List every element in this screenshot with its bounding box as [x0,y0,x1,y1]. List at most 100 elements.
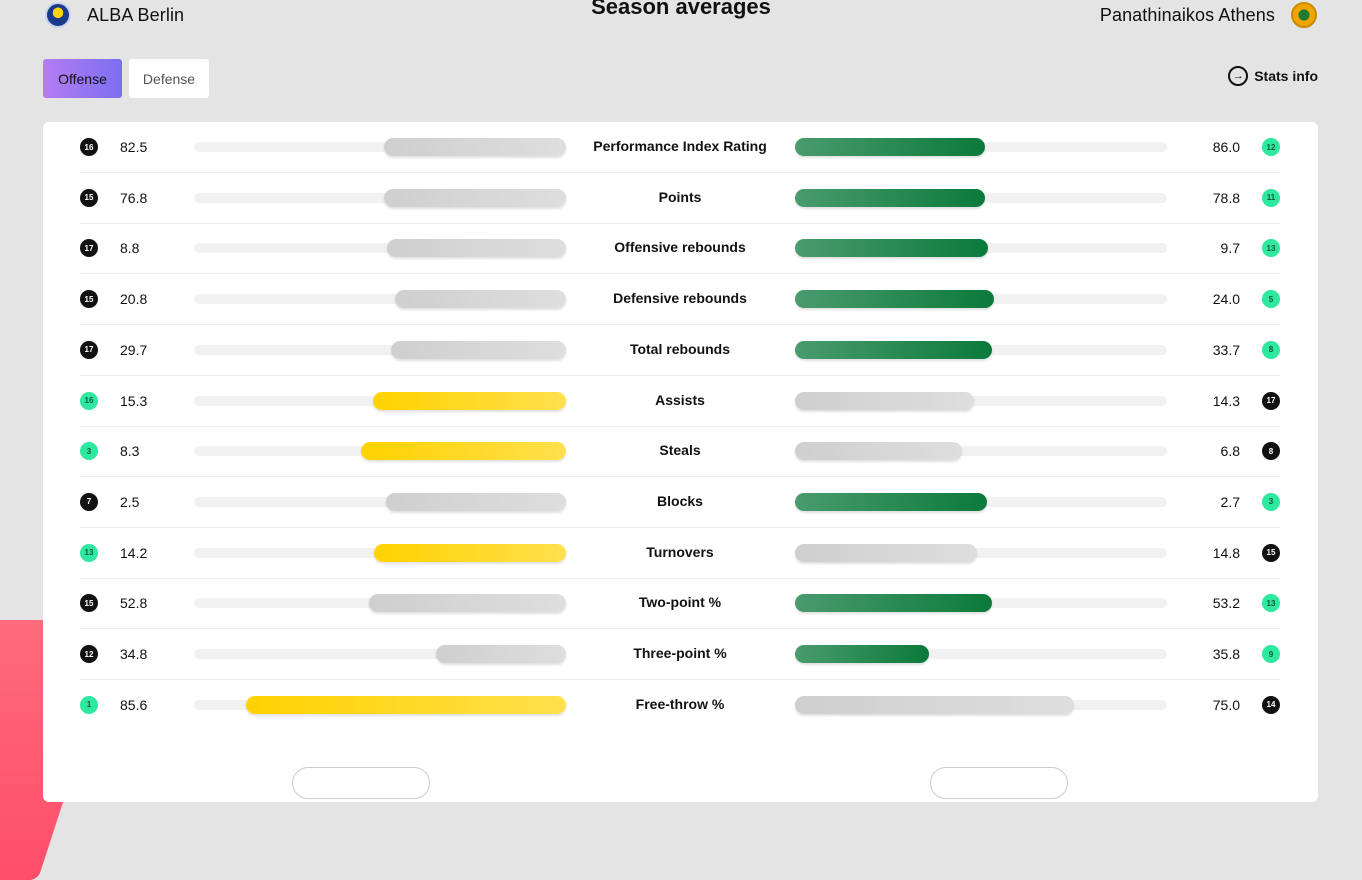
home-bar-fill [372,391,566,410]
home-team[interactable]: ALBA Berlin [45,2,184,28]
home-rank-badge: 16 [80,391,98,410]
away-bar-track [795,492,1167,511]
home-bar-track [194,594,566,613]
away-bar-fill [795,492,987,511]
stat-row: 16 15.3 Assists 14.3 17 [80,376,1280,427]
away-stat-value: 2.7 [1220,493,1240,510]
home-bar-track [194,188,566,207]
home-bar-track [194,492,566,511]
home-rank-badge: 12 [80,645,98,663]
away-rank-badge: 8 [1262,442,1280,461]
away-bar-fill [795,442,963,461]
home-stat-value: 2.5 [120,493,140,510]
away-stat-value: 75.0 [1212,696,1240,713]
stat-label: Two-point % [638,594,722,611]
home-bar-track [194,290,566,309]
stats-comparison-card: 16 82.5 Performance Index Rating 86.0 12 15 7 6… [43,122,1318,802]
home-bar-track [194,340,566,359]
away-stat-value: 78.8 [1212,189,1240,206]
stat-label: Free-throw % [635,695,725,712]
home-bar-track [194,645,566,663]
stat-label: Total rebounds [629,340,731,357]
away-bar-fill [795,340,993,359]
home-rank-badge: 15 [80,188,98,207]
away-bar-track [795,391,1167,410]
away-rank-badge: 14 [1262,695,1280,714]
stat-row: 7 2.5 Blocks 2.7 3 [80,477,1280,528]
home-stat-value: 14.2 [120,544,148,561]
stat-row: 13 14.2 Turnovers 14.8 15 [80,528,1280,579]
home-bar-fill [383,188,566,207]
away-stat-value: 6.8 [1220,443,1240,460]
away-bar-track [795,442,1167,461]
stat-label: Blocks [657,492,703,509]
home-rank-badge: 3 [80,442,98,461]
home-rank-badge: 15 [80,594,98,613]
away-rank-badge: 11 [1262,188,1280,207]
away-bar-fill [795,594,993,613]
away-bar-fill [795,239,989,258]
stats-info-link[interactable]: → Stats info [1228,66,1318,86]
away-bar-track [795,645,1167,663]
stats-info-label: Stats info [1254,68,1318,84]
home-bar-fill [361,442,566,461]
stat-row: 17 29.7 Total rebounds 33.7 8 [80,325,1280,376]
stat-row: 17 8.8 Offensive rebounds 9.7 13 [80,223,1280,275]
away-bar-fill [795,391,974,410]
bottom-button-left[interactable] [292,767,430,799]
home-bar-track [194,543,566,562]
stat-row: 1 85.6 Free-throw % 75.0 14 [80,680,1280,730]
home-bar-fill [385,492,566,511]
stat-row: 3 8.3 Steals 6.8 8 [80,426,1280,478]
away-bar-track [795,239,1167,258]
away-rank-badge: 5 [1262,290,1280,309]
away-rank-badge: 9 [1262,645,1280,663]
stat-tabs: Offense Defense [43,59,209,98]
home-bar-fill [391,340,566,359]
away-stat-value: 35.8 [1212,646,1240,662]
page-title: Season averages [591,0,771,19]
away-bar-track [795,340,1167,359]
home-bar-fill [394,290,566,309]
alba-berlin-logo-icon [45,2,71,28]
away-stat-value: 14.3 [1212,392,1240,409]
home-stat-value: 34.8 [120,646,148,662]
home-stat-value: 82.5 [120,139,148,155]
away-team-name: Panathinaikos Athens [1099,4,1275,25]
away-stat-value: 33.7 [1212,341,1240,358]
home-bar-fill [246,695,566,714]
away-stat-value: 14.8 [1212,544,1240,561]
stat-row: 15 20.8 Defensive rebounds 24.0 5 [80,274,1280,326]
away-stat-value: 9.7 [1220,240,1240,257]
bottom-button-right[interactable] [930,767,1068,799]
away-stat-value: 53.2 [1212,595,1240,612]
home-bar-fill [387,239,566,258]
away-bar-track [795,594,1167,613]
home-stat-value: 85.6 [120,696,148,713]
away-rank-badge: 13 [1262,594,1280,613]
home-stat-value: 8.3 [120,443,140,460]
away-bar-track [795,290,1167,309]
home-stat-value: 52.8 [120,595,148,612]
stat-row: 16 82.5 Performance Index Rating 86.0 12 [80,122,1280,173]
home-bar-fill [435,645,566,663]
away-stat-value: 24.0 [1212,291,1240,308]
home-bar-track [194,239,566,258]
home-rank-badge: 17 [80,239,98,258]
away-team[interactable]: Panathinaikos Athens [1100,2,1317,28]
away-bar-fill [795,138,985,156]
arrow-circle-right-icon: → [1228,66,1249,86]
away-bar-track [795,695,1167,714]
home-bar-track [194,138,566,156]
home-bar-fill [374,543,566,562]
tab-defense[interactable]: Defense [129,59,209,98]
stat-label: Steals [659,442,701,459]
home-rank-badge: 13 [80,543,98,562]
home-rank-badge: 7 [80,492,98,511]
tab-offense[interactable]: Offense [43,59,122,98]
away-bar-fill [795,543,978,562]
away-rank-badge: 17 [1262,391,1280,410]
home-bar-fill [383,138,566,156]
stat-row: 12 34.8 Three-point % 35.8 9 [80,629,1280,680]
home-stat-value: 20.8 [120,291,148,308]
